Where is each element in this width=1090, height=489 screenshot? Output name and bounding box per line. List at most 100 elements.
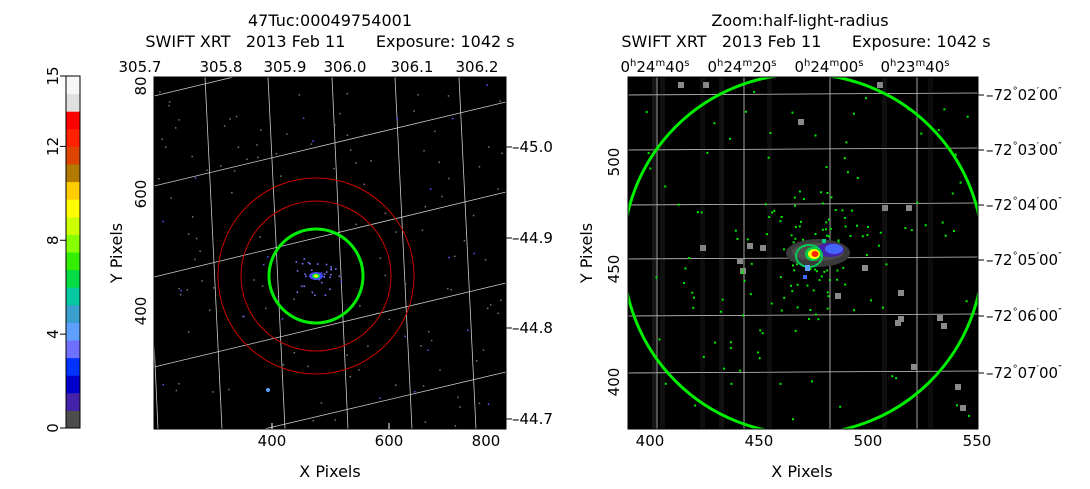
left-noise-dot	[286, 133, 288, 135]
left-noise-dot	[275, 152, 278, 155]
right-event-dot	[826, 291, 829, 294]
right-event-dot	[842, 266, 845, 269]
right-event-dot	[783, 248, 786, 251]
left-top-tick: 305.9	[264, 58, 307, 76]
right-y-tick: 400	[605, 368, 623, 397]
left-noise-dot	[384, 212, 387, 215]
right-y-tick: 500	[605, 148, 623, 177]
right-right-axis: –72°02′00″ –72°03′00″ –72°04′00″ –72°05′00″…	[978, 86, 1062, 382]
right-event-dot	[895, 377, 898, 380]
right-x-tick: 450	[745, 432, 774, 450]
right-grid-line	[627, 370, 979, 374]
right-right-tick: –72°06′00″	[986, 307, 1062, 325]
left-grid-line	[331, 77, 349, 429]
left-noise-dot	[212, 391, 214, 393]
right-event-dot	[779, 220, 782, 223]
right-pixel	[862, 265, 868, 271]
right-event-dot	[825, 228, 828, 231]
left-top-tick: 306.0	[324, 58, 367, 76]
left-noise-dot	[359, 304, 361, 307]
right-event-dot	[741, 271, 744, 274]
right-event-dot	[821, 228, 824, 231]
right-event-dot	[821, 202, 824, 205]
right-event-dot	[839, 405, 842, 408]
right-event-dot	[826, 269, 829, 272]
left-noise-dot	[475, 360, 478, 362]
right-event-dot	[700, 211, 703, 214]
left-noise-dot	[161, 138, 163, 140]
left-noise-dot	[447, 95, 450, 97]
right-event-dot	[714, 341, 717, 344]
right-event-dot	[691, 291, 694, 294]
left-noise-dot	[439, 369, 441, 371]
right-event-dot	[867, 225, 870, 228]
left-noise-dot	[427, 330, 430, 333]
left-noise-dot	[242, 315, 244, 318]
right-event-dot	[941, 221, 944, 224]
right-event-dot	[780, 309, 783, 312]
left-noise-dot	[379, 257, 382, 259]
left-noise-dot	[301, 285, 303, 288]
left-y-tick: 80	[132, 76, 150, 95]
left-noise-dot	[447, 287, 449, 290]
right-event-dot	[780, 215, 783, 218]
right-event-dot	[870, 299, 873, 302]
right-event-dot	[796, 306, 799, 309]
left-noise-dot	[316, 263, 319, 265]
right-event-dot	[877, 244, 880, 247]
left-noise-dot	[191, 216, 194, 218]
right-pixel	[700, 245, 706, 251]
left-noise-dot	[228, 388, 230, 391]
left-noise-dot	[168, 104, 170, 107]
colorbar-cell	[66, 93, 80, 112]
left-noise-dot	[486, 84, 488, 86]
left-x-tick: 800	[472, 432, 501, 450]
left-noise-dot	[246, 158, 248, 160]
right-event-dot	[791, 418, 794, 421]
right-column	[700, 77, 705, 429]
left-noise-dot	[330, 265, 332, 268]
left-noise-dot	[349, 375, 352, 378]
right-x-tick: 400	[636, 432, 665, 450]
left-noise-dot	[467, 329, 469, 331]
left-noise-dot	[307, 261, 310, 264]
left-noise-dot	[175, 389, 178, 392]
right-event-dot	[916, 201, 919, 204]
right-event-dot	[664, 185, 667, 188]
left-noise-dot	[303, 285, 306, 288]
left-noise-dot	[195, 237, 198, 240]
right-grid-line	[627, 147, 979, 151]
left-noise-dot	[367, 345, 369, 347]
left-noise-dot	[318, 278, 321, 281]
left-noise-dot	[159, 91, 161, 93]
left-y-label: Y Pixels	[107, 223, 126, 284]
left-grid-line	[154, 77, 236, 97]
right-event-dot	[825, 221, 828, 224]
left-noise-dot	[448, 177, 450, 180]
right-event-dot	[749, 293, 752, 296]
left-top-tick: 305.7	[119, 58, 162, 76]
left-noise-dot	[178, 287, 180, 290]
left-panel: 47Tuc:00049754001 SWIFT XRT 2013 Feb 11 …	[107, 11, 553, 481]
left-noise-dot	[220, 165, 222, 167]
left-noise-dot	[427, 349, 429, 351]
right-pixel	[798, 119, 804, 125]
right-column	[767, 77, 772, 429]
left-noise-dot	[438, 161, 441, 163]
right-event-dot	[753, 90, 756, 93]
right-event-dot	[866, 233, 869, 236]
left-top-axis: 305.7 305.8 305.9 306.0 306.1 306.2	[119, 58, 499, 76]
left-inner-red-circle	[240, 200, 392, 352]
right-pixel	[898, 290, 904, 296]
right-event-dot	[734, 229, 737, 232]
right-event-dot	[720, 310, 723, 313]
left-noise-dot	[237, 146, 240, 148]
left-noise-dot	[186, 289, 189, 291]
left-noise-dot	[450, 288, 452, 291]
left-noise-dot	[395, 384, 397, 386]
right-event-dot	[688, 256, 691, 259]
right-event-dot	[820, 275, 823, 278]
left-noise-dot	[231, 191, 233, 194]
left-noise-dot	[457, 396, 459, 399]
colorbar-frame	[65, 75, 81, 429]
